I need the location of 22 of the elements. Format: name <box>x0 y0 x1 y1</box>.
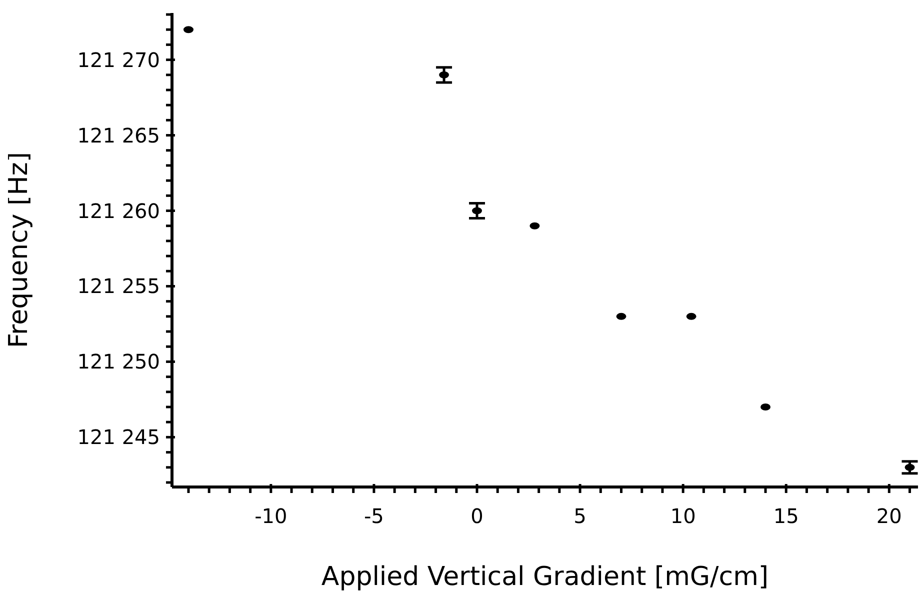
point <box>904 464 915 471</box>
point <box>760 403 771 410</box>
point <box>472 207 482 214</box>
y-tick-label: 121 250 <box>77 350 160 374</box>
y-tick-label: 121 255 <box>77 274 160 298</box>
y-tick-label: 121 260 <box>77 198 160 223</box>
x-tick-label: 15 <box>773 504 799 528</box>
y-tick-label: 121 265 <box>77 123 160 148</box>
x-tick-label: 10 <box>670 504 696 528</box>
x-axis-title: Applied Vertical Gradient [mG/cm] <box>321 562 769 592</box>
point <box>530 222 540 230</box>
x-tick-label: -10 <box>254 504 288 528</box>
x-tick-label: 5 <box>574 504 586 528</box>
point <box>616 312 626 320</box>
y-tick-label: 121 270 <box>77 48 160 72</box>
x-tick-label: 20 <box>876 504 902 528</box>
x-tick-label: -5 <box>364 504 384 528</box>
point <box>439 71 450 78</box>
y-tick-label: 121 245 <box>77 425 160 450</box>
point <box>183 26 194 34</box>
x-tick-label: 0 <box>470 504 484 528</box>
point <box>686 312 696 320</box>
